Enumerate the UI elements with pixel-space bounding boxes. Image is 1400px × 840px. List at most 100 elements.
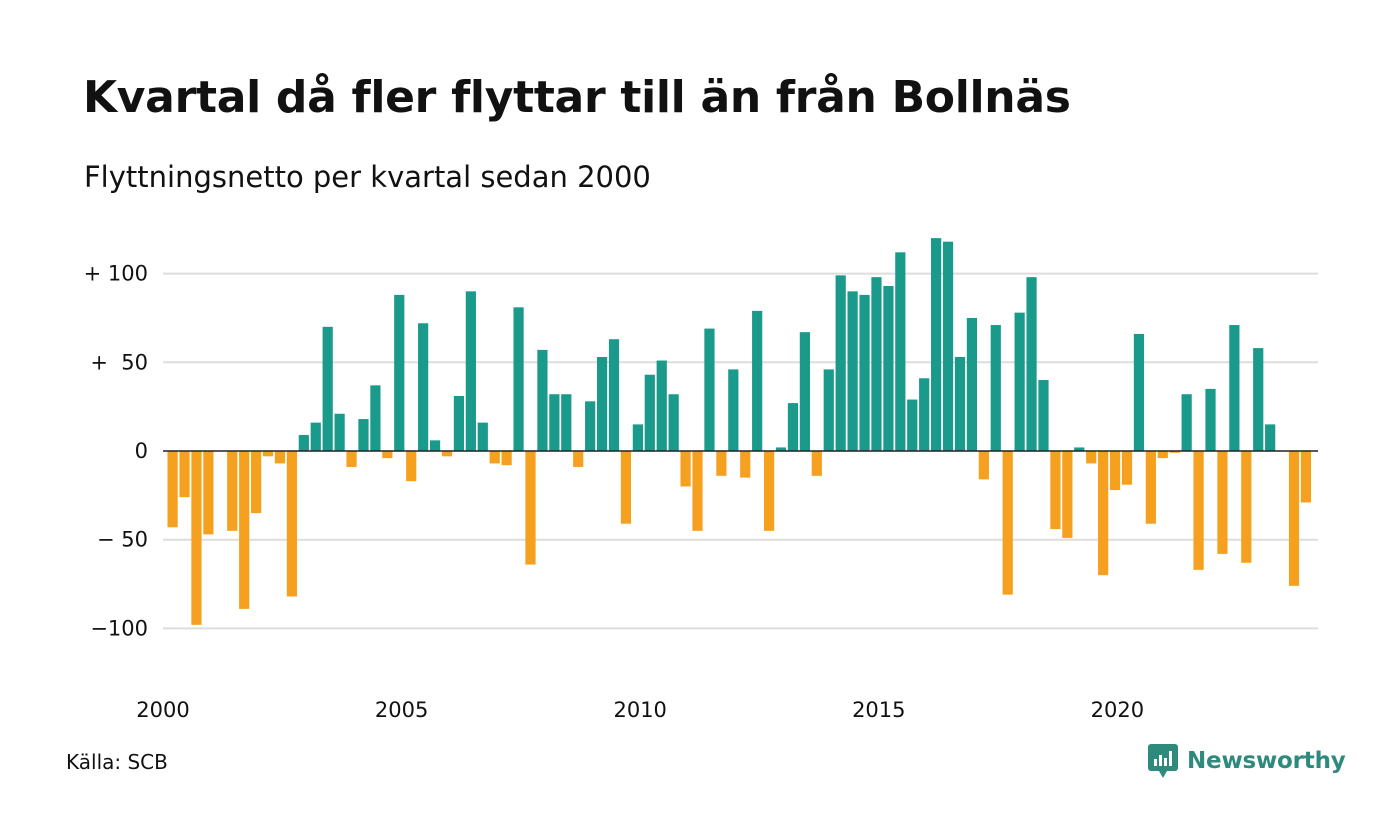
bar-negative [1050, 451, 1061, 530]
bar-positive [895, 252, 906, 451]
brand-name: Newsworthy [1187, 748, 1346, 774]
x-tick-label: 2020 [1091, 698, 1144, 722]
bar-positive [549, 394, 560, 451]
bar-positive [334, 413, 345, 451]
bar-positive [847, 291, 858, 451]
bar-negative [167, 451, 178, 528]
bar-positive [453, 396, 465, 451]
bar-negative [346, 451, 357, 467]
bar-negative [262, 451, 274, 457]
bars [167, 238, 1312, 625]
bar-positive [942, 241, 954, 451]
bar-positive [322, 326, 333, 451]
y-tick-label: + 50 [90, 350, 148, 374]
bar-positive [632, 424, 643, 451]
bar-positive [298, 435, 309, 451]
bar-negative [1002, 451, 1013, 595]
bar-positive [370, 385, 381, 451]
bar-negative [1109, 451, 1121, 491]
source-note: Källa: SCB [66, 750, 168, 774]
bar-positive [1265, 424, 1276, 451]
bar-positive [513, 307, 524, 451]
bar-positive [596, 356, 608, 451]
bar-negative [1121, 451, 1133, 485]
chart-title: Kvartal då fler flyttar till än från Bol… [83, 72, 1071, 123]
bar-positive [1253, 348, 1264, 451]
bar-negative [227, 451, 238, 531]
bar-positive [954, 356, 966, 451]
bar-negative [1193, 451, 1204, 570]
bar-negative [382, 451, 393, 459]
newsworthy-logo-icon [1148, 744, 1178, 778]
x-tick-label: 2015 [852, 698, 905, 722]
bar-positive [656, 360, 667, 451]
bar-negative [274, 451, 286, 464]
bar-positive [418, 323, 429, 451]
bar-negative [1288, 451, 1300, 586]
y-tick-label: 0 [135, 439, 148, 463]
bar-positive [1229, 325, 1240, 451]
bar-negative [489, 451, 500, 464]
bar-negative [740, 451, 751, 478]
bar-positive [835, 275, 846, 451]
x-tick-label: 2005 [375, 698, 428, 722]
bar-positive [931, 238, 942, 451]
bar-positive [728, 369, 739, 451]
bar-negative [716, 451, 727, 476]
bar-negative [1098, 451, 1109, 576]
bar-negative [286, 451, 297, 597]
bar-positive [752, 310, 763, 451]
bar-positive [310, 422, 321, 451]
bar-positive [823, 369, 834, 451]
bar-negative [179, 451, 190, 498]
bar-negative [251, 451, 262, 514]
bar-negative [978, 451, 989, 480]
bar-positive [608, 339, 620, 451]
bar-negative [764, 451, 775, 531]
bar-negative [1300, 451, 1312, 503]
bar-positive [537, 349, 548, 451]
bar-negative [203, 451, 214, 535]
bar-positive [1181, 394, 1192, 451]
x-tick-label: 2010 [613, 698, 666, 722]
bar-positive [585, 401, 596, 451]
gridlines [163, 272, 1318, 630]
bar-negative [811, 451, 822, 476]
bar-positive [990, 325, 1001, 451]
bar-negative [441, 451, 453, 457]
bar-positive [429, 440, 441, 451]
y-axis-labels: + 100 + 50 0 − 50 −100 [84, 262, 148, 641]
y-tick-label: + 100 [84, 262, 148, 286]
bar-positive [561, 394, 572, 451]
bar-negative [501, 451, 512, 466]
bar-positive [1074, 447, 1085, 451]
bar-positive [883, 286, 894, 451]
bar-negative [692, 451, 703, 531]
bar-negative [525, 451, 536, 565]
bar-positive [775, 447, 787, 451]
x-axis-labels: 2000 2005 2010 2015 2020 [136, 698, 1144, 722]
y-tick-label: − 50 [97, 528, 148, 552]
bar-positive [966, 317, 978, 451]
bar-positive [919, 378, 930, 451]
chart-subtitle: Flyttningsnetto per kvartal sedan 2000 [84, 160, 651, 194]
bar-positive [1014, 312, 1025, 451]
bar-positive [394, 294, 405, 451]
bar-negative [1086, 451, 1097, 464]
bar-positive [1038, 380, 1049, 451]
bar-positive [1026, 277, 1037, 451]
bar-negative [1217, 451, 1228, 554]
x-tick-label: 2000 [136, 698, 189, 722]
bar-positive [1133, 333, 1145, 451]
bar-positive [644, 374, 655, 451]
bar-positive [358, 419, 369, 451]
bar-negative [573, 451, 584, 467]
bar-negative [406, 451, 417, 482]
bar-negative [1241, 451, 1252, 563]
bar-negative [1062, 451, 1073, 538]
bar-negative [620, 451, 632, 524]
bar-positive [871, 277, 882, 451]
y-tick-label: −100 [90, 616, 148, 640]
bar-negative [1169, 451, 1180, 453]
